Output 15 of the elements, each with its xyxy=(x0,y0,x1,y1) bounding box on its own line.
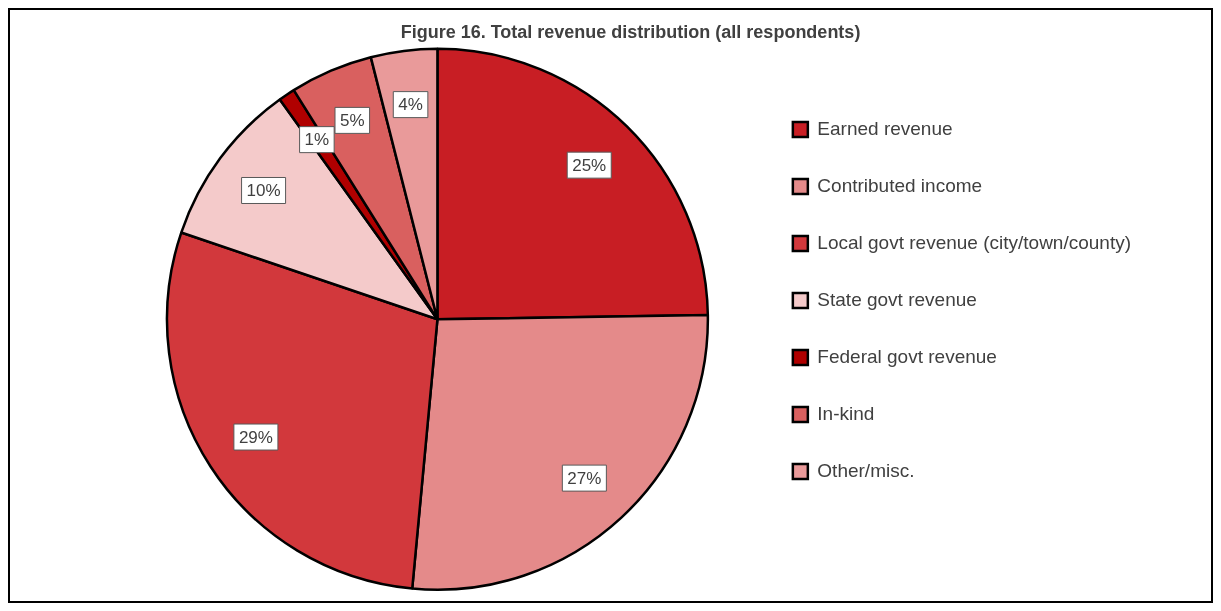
legend-label: Federal govt revenue xyxy=(817,345,997,367)
data-label: 10% xyxy=(246,181,281,201)
legend-label: Earned revenue xyxy=(817,117,953,139)
legend-label: Other/misc. xyxy=(817,459,915,481)
data-label: 29% xyxy=(238,427,273,447)
legend-label: Local govt revenue (city/town/county) xyxy=(817,231,1132,253)
data-label: 1% xyxy=(304,130,330,150)
chart-title: Figure 16. Total revenue distribution (all respondents) xyxy=(400,21,861,42)
data-label: 4% xyxy=(398,95,423,115)
data-label: 5% xyxy=(340,111,365,131)
legend-label: State govt revenue xyxy=(817,288,977,310)
legend-label: In-kind xyxy=(817,402,875,424)
data-label: 27% xyxy=(567,468,602,488)
legend-label: Contributed income xyxy=(817,174,983,196)
data-label: 25% xyxy=(572,155,607,175)
